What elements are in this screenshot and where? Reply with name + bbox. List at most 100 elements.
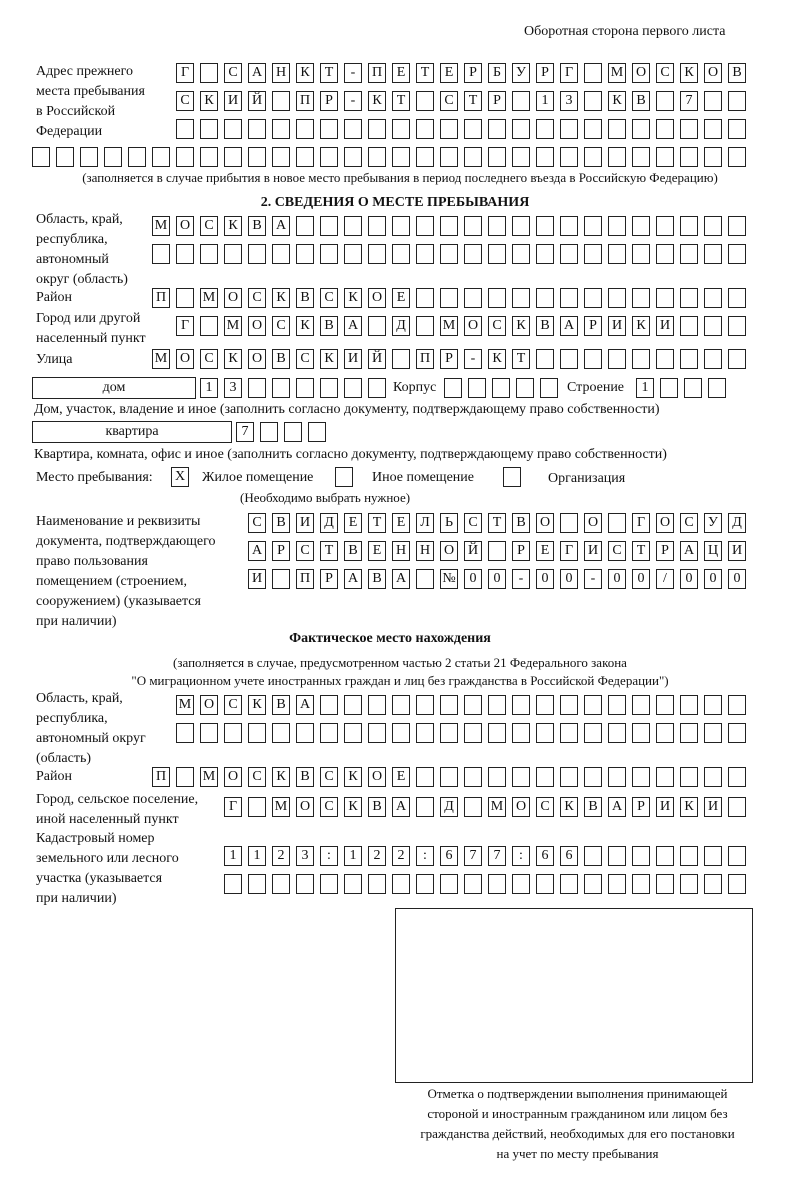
street-row-cell[interactable] (728, 349, 746, 369)
korpus-row-cell[interactable] (516, 378, 534, 398)
prev-address-row-cell[interactable] (344, 119, 362, 139)
district-row-cell[interactable] (728, 288, 746, 308)
district-row-cell[interactable] (488, 288, 506, 308)
actual-region-row-cell[interactable] (632, 723, 650, 743)
city-row-cell[interactable]: И (608, 316, 626, 336)
building-row-cell[interactable] (684, 378, 702, 398)
document-row-cell[interactable]: Г (560, 541, 578, 561)
actual-region-row-cell[interactable] (608, 695, 626, 715)
document-row-cell[interactable]: 0 (536, 569, 554, 589)
prev-address-row-cell[interactable] (680, 119, 698, 139)
actual-region-row-cell[interactable] (632, 695, 650, 715)
street-row-cell[interactable]: К (488, 349, 506, 369)
cadastre-row-cell[interactable] (608, 846, 626, 866)
document-row-cell[interactable]: В (272, 513, 290, 533)
prev-address-row-cell[interactable]: П (296, 91, 314, 111)
region-row-cell[interactable] (440, 216, 458, 236)
prev-address-row-cell[interactable] (512, 119, 530, 139)
district-row-cell[interactable]: О (368, 288, 386, 308)
region-row-cell[interactable] (584, 216, 602, 236)
city-row-cell[interactable]: А (344, 316, 362, 336)
prev-address-row-cell[interactable] (656, 119, 674, 139)
city-row-cell[interactable]: А (560, 316, 578, 336)
document-row-cell[interactable]: И (296, 513, 314, 533)
cadastre-row-cell[interactable]: 3 (296, 846, 314, 866)
actual-city-row-cell[interactable]: А (392, 797, 410, 817)
cadastre-row-cell[interactable]: : (512, 846, 530, 866)
actual-region-row-cell[interactable]: А (296, 695, 314, 715)
actual-city-row-cell[interactable]: К (680, 797, 698, 817)
prev-address-row-cell[interactable] (728, 91, 746, 111)
stay-checkbox-other[interactable] (335, 467, 353, 487)
actual-region-row-cell[interactable] (536, 695, 554, 715)
prev-address-row-cell[interactable]: - (344, 63, 362, 83)
region-row-cell[interactable] (368, 244, 386, 264)
cadastre-row-cell[interactable] (416, 874, 434, 894)
document-row-cell[interactable]: Д (728, 513, 746, 533)
city-row-cell[interactable] (728, 316, 746, 336)
region-row-cell[interactable] (728, 244, 746, 264)
district-row-cell[interactable] (176, 288, 194, 308)
house-number-row-cell[interactable] (368, 378, 386, 398)
cadastre-row-cell[interactable]: 2 (368, 846, 386, 866)
district-row-cell[interactable] (512, 288, 530, 308)
actual-region-row-cell[interactable] (560, 695, 578, 715)
prev-address-row-cell[interactable]: Е (440, 63, 458, 83)
document-row-cell[interactable]: Т (632, 541, 650, 561)
street-row-cell[interactable]: О (248, 349, 266, 369)
actual-district-row-cell[interactable] (488, 767, 506, 787)
prev-address-row-cell[interactable]: Т (416, 63, 434, 83)
prev-address-row-cell[interactable]: К (296, 63, 314, 83)
cadastre-row-cell[interactable] (296, 874, 314, 894)
prev-address-row-cell[interactable] (200, 147, 218, 167)
prev-address-row-cell[interactable] (464, 147, 482, 167)
actual-region-row-cell[interactable] (584, 695, 602, 715)
actual-district-row-cell[interactable] (704, 767, 722, 787)
actual-city-row-cell[interactable] (728, 797, 746, 817)
cadastre-row-cell[interactable] (536, 874, 554, 894)
prev-address-row-cell[interactable] (416, 119, 434, 139)
prev-address-row-cell[interactable] (272, 119, 290, 139)
cadastre-row-cell[interactable]: : (320, 846, 338, 866)
building-row-cell[interactable] (660, 378, 678, 398)
prev-address-row-cell[interactable]: Р (488, 91, 506, 111)
prev-address-row-cell[interactable] (584, 119, 602, 139)
prev-address-row-cell[interactable] (248, 119, 266, 139)
prev-address-row-cell[interactable] (344, 147, 362, 167)
document-row-cell[interactable]: О (656, 513, 674, 533)
actual-district-row-cell[interactable]: Е (392, 767, 410, 787)
actual-region-row-cell[interactable] (728, 695, 746, 715)
house-number-row-cell[interactable] (320, 378, 338, 398)
house-number-row-cell[interactable] (272, 378, 290, 398)
actual-region-row-cell[interactable] (656, 723, 674, 743)
document-row-cell[interactable]: Т (488, 513, 506, 533)
actual-region-row-cell[interactable] (464, 695, 482, 715)
region-row-cell[interactable] (488, 216, 506, 236)
cadastre-row-cell[interactable]: 6 (440, 846, 458, 866)
actual-region-row-cell[interactable]: С (224, 695, 242, 715)
prev-address-row-cell[interactable] (440, 147, 458, 167)
district-row-cell[interactable]: С (320, 288, 338, 308)
document-row-cell[interactable]: Н (392, 541, 410, 561)
actual-region-row-cell[interactable] (416, 723, 434, 743)
prev-address-row-cell[interactable] (416, 147, 434, 167)
prev-address-row-cell[interactable]: В (632, 91, 650, 111)
document-row-cell[interactable]: Р (512, 541, 530, 561)
prev-address-row-cell[interactable]: Т (464, 91, 482, 111)
region-row-cell[interactable] (536, 244, 554, 264)
prev-address-row-cell[interactable]: 1 (536, 91, 554, 111)
cadastre-row-cell[interactable]: 7 (488, 846, 506, 866)
district-row-cell[interactable] (680, 288, 698, 308)
prev-address-row-cell[interactable]: К (680, 63, 698, 83)
prev-address-row-cell[interactable] (656, 91, 674, 111)
document-row-cell[interactable]: В (512, 513, 530, 533)
region-row-cell[interactable]: О (176, 216, 194, 236)
document-row-cell[interactable]: Т (368, 513, 386, 533)
district-row-cell[interactable] (536, 288, 554, 308)
actual-region-row-cell[interactable] (536, 723, 554, 743)
actual-region-row-cell[interactable] (560, 723, 578, 743)
stay-checkbox-organization[interactable] (503, 467, 521, 487)
actual-region-row-cell[interactable] (488, 695, 506, 715)
prev-address-row-cell[interactable]: В (728, 63, 746, 83)
district-row-cell[interactable] (584, 288, 602, 308)
